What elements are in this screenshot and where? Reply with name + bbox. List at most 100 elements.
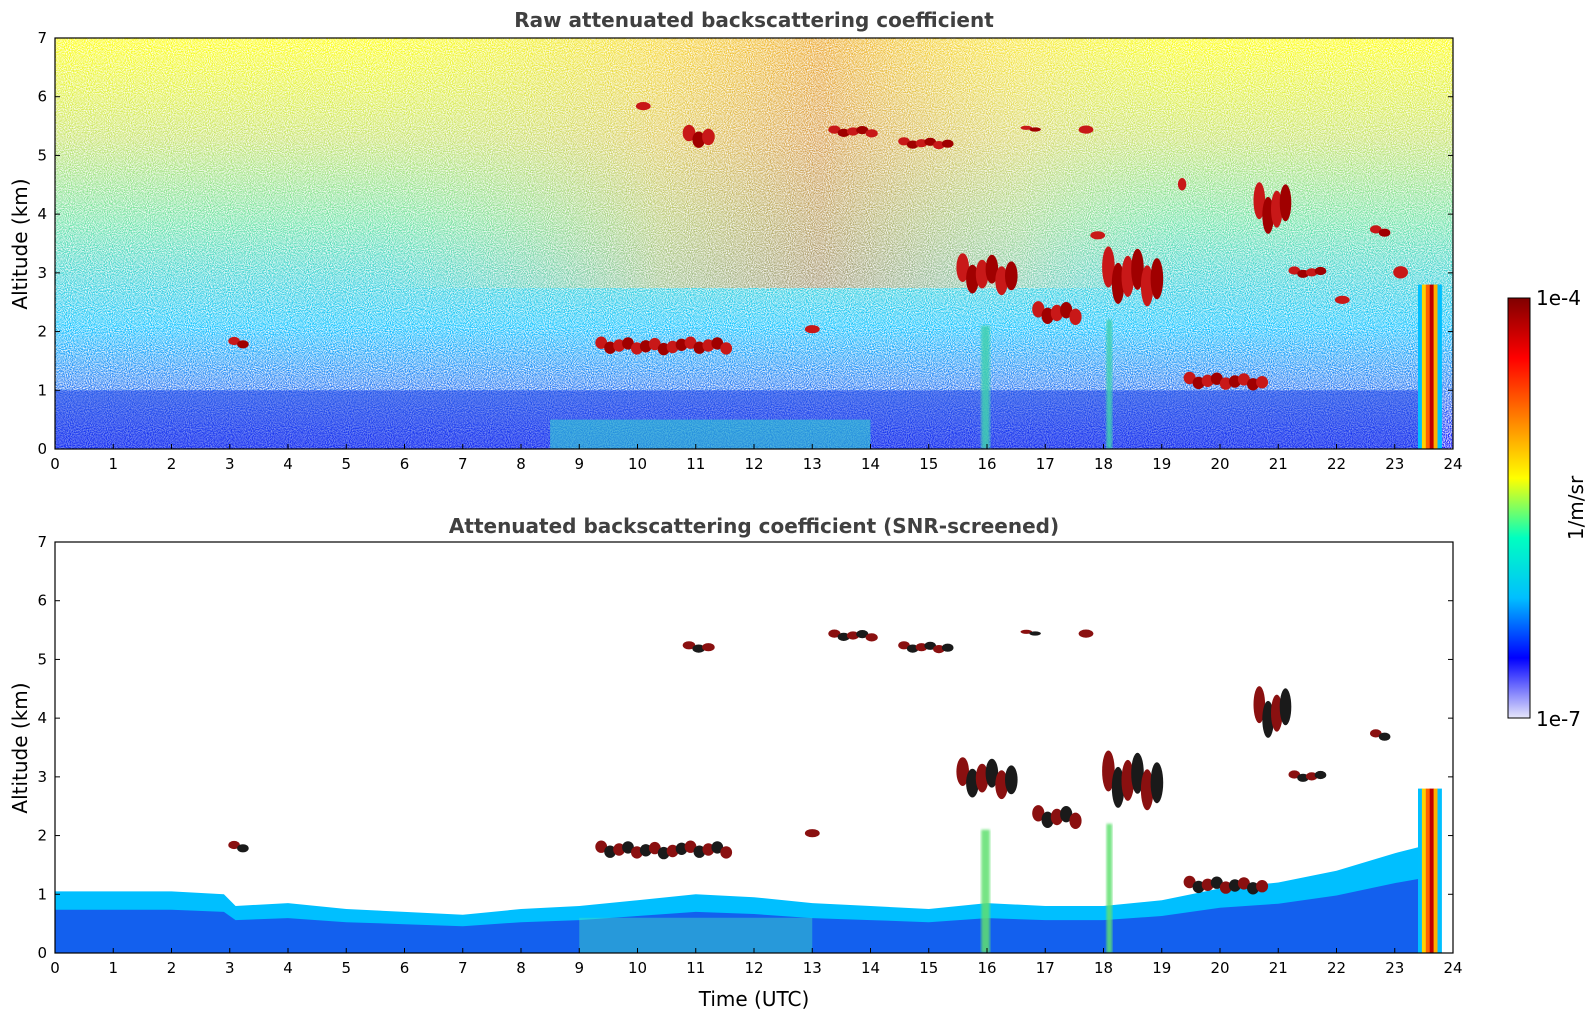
cloud-mark (1256, 880, 1269, 893)
y-tick-label: 5 (37, 650, 47, 668)
y-tick-label: 6 (37, 88, 47, 106)
cloud-mark (635, 102, 651, 111)
cloud-mark (1237, 373, 1250, 386)
plume-mark (1106, 319, 1113, 449)
cloud-mark (720, 846, 733, 859)
x-tick-label: 7 (458, 455, 468, 473)
x-tick-label: 0 (50, 959, 60, 977)
cloud-mark (1219, 881, 1232, 894)
precipitation-mark (1429, 788, 1435, 953)
cloud-mark (702, 643, 715, 652)
cloud-mark (1140, 265, 1154, 307)
cloud-mark (613, 339, 625, 352)
cloud-mark (693, 341, 706, 354)
cloud-mark (1297, 269, 1309, 278)
cloud-mark (622, 841, 634, 854)
heatmap-raw (55, 38, 1453, 449)
cloud-mark (1005, 261, 1018, 291)
cloud-mark (933, 645, 945, 654)
cloud-mark (941, 643, 954, 652)
cloud-mark (666, 340, 679, 354)
cloud-mark (648, 841, 661, 855)
cloud-mark (1050, 808, 1063, 826)
x-tick-label: 23 (1385, 455, 1404, 473)
x-tick-label: 0 (50, 455, 60, 473)
x-tick-label: 21 (1269, 959, 1288, 977)
x-tick-label: 14 (861, 959, 880, 977)
cloud-mark (595, 336, 608, 349)
cloud-mark (1378, 228, 1391, 237)
cloud-mark (1228, 879, 1241, 892)
cloud-mark (804, 325, 820, 334)
y-axis: 0 1 2 3 4 5 6 7 (37, 533, 1453, 962)
y-axis: 0 1 2 3 4 5 6 7 (37, 29, 1453, 458)
cloud-mark (1253, 686, 1266, 724)
cloud-mark (1237, 877, 1250, 890)
cloud-mark (966, 264, 979, 294)
cloud-mark (1029, 631, 1041, 636)
cloud-mark (711, 841, 724, 854)
cloud-mark (1247, 378, 1259, 391)
x-tick-label: 14 (861, 455, 880, 473)
precipitation-mark (1418, 788, 1423, 953)
x-tick-label: 3 (225, 455, 235, 473)
cloud-mark (828, 125, 841, 134)
x-tick-label: 6 (400, 959, 410, 977)
colorbar: 1e-4 1e-7 1/m/sr (1507, 286, 1588, 731)
plume-mark (981, 325, 990, 449)
x-tick-label: 16 (977, 455, 996, 473)
precipitation-mark (1437, 788, 1442, 953)
boundary-layer (55, 841, 1442, 953)
precipitation-mark (1433, 284, 1438, 449)
cloud-mark (237, 340, 249, 349)
x-tick-label: 11 (686, 959, 705, 977)
cloud-mark (1253, 182, 1266, 220)
cloud-mark (924, 641, 936, 650)
cloud-mark (228, 336, 240, 346)
panel-screened: Attenuated backscattering coefficient (S… (8, 514, 1463, 1011)
cloud-mark (1150, 258, 1164, 300)
cloud-mark (1078, 125, 1094, 134)
cloud-mark (1060, 806, 1073, 823)
cloud-mark (631, 846, 643, 859)
cloud-mark (1140, 769, 1154, 811)
x-tick-label: 12 (744, 455, 763, 473)
cloud-mark (1262, 700, 1274, 738)
cloud-mark (604, 341, 616, 354)
cloud-mark (933, 141, 945, 150)
x-tick-label: 15 (919, 959, 938, 977)
cloud-mark (675, 338, 688, 351)
x-axis: 0 1 2 3 4 5 6 7 8 9 10 11 12 13 14 15 16 17 18 19 20 21 22 23 24 (50, 444, 1463, 473)
cloud-mark (639, 844, 652, 857)
cloud-mark (1201, 374, 1214, 387)
x-tick-label: 5 (341, 455, 351, 473)
cloud-mark (1005, 765, 1018, 795)
cloud-mark (1393, 266, 1408, 279)
cloud-mark (682, 124, 696, 142)
boundary-layer-core (55, 874, 1442, 953)
cloud-mark (692, 644, 705, 653)
plume-mark (1106, 823, 1113, 953)
x-tick-label: 22 (1327, 959, 1346, 977)
cloud-mark (995, 770, 1008, 800)
cloud-mark (702, 128, 715, 146)
cloud-mark (1297, 773, 1309, 782)
cloud-mark (865, 129, 878, 138)
y-tick-label: 3 (37, 768, 47, 786)
x-tick-label: 15 (919, 455, 938, 473)
cloud-mark (684, 840, 697, 853)
noise-speckle (55, 38, 1453, 449)
cloud-mark (1210, 372, 1223, 385)
cloud-mark (1183, 371, 1196, 385)
x-tick-label: 12 (744, 959, 763, 977)
x-tick-label: 10 (628, 959, 647, 977)
x-tick-label: 24 (1443, 959, 1462, 977)
cloud-mark (1228, 375, 1241, 388)
x-tick-label: 1 (108, 455, 118, 473)
x-tick-label: 8 (516, 959, 526, 977)
cloud-mark (915, 643, 928, 652)
cloud-mark (1121, 759, 1135, 801)
cloud-mark (865, 633, 878, 642)
cloud-mark (1121, 255, 1135, 297)
panel-raw: Raw attenuated backscattering coefficien… (8, 8, 1463, 473)
